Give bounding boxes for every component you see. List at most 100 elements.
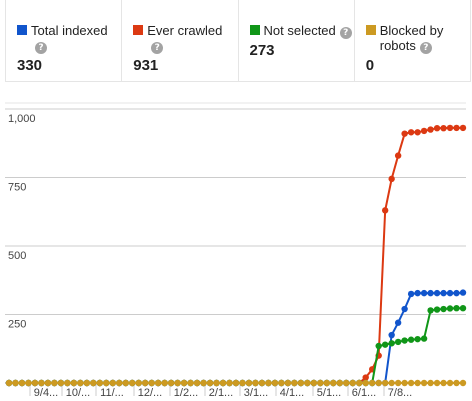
- data-point: [401, 337, 408, 344]
- data-point: [38, 379, 45, 387]
- data-point: [381, 379, 389, 387]
- data-point: [44, 379, 52, 387]
- data-point: [271, 379, 279, 387]
- x-tick-label: 4/1...: [280, 387, 304, 399]
- data-point: [187, 379, 194, 387]
- swatch-not-selected: [249, 25, 260, 35]
- data-point: [394, 338, 402, 346]
- data-point: [414, 379, 421, 387]
- data-point: [174, 379, 181, 387]
- data-point: [161, 379, 168, 387]
- legend-total-indexed[interactable]: Total indexed? 330: [6, 0, 123, 81]
- data-point: [116, 379, 123, 387]
- data-point: [394, 152, 402, 159]
- data-point: [401, 379, 408, 387]
- help-icon[interactable]: ?: [339, 27, 352, 39]
- data-point: [388, 175, 395, 183]
- data-point: [446, 305, 454, 312]
- data-point: [427, 289, 434, 297]
- data-point: [310, 379, 318, 387]
- data-point: [193, 379, 201, 387]
- data-point: [206, 379, 214, 387]
- data-point: [323, 379, 330, 387]
- x-tick-label: 9/4...: [34, 387, 58, 399]
- data-point: [362, 379, 369, 387]
- data-point: [459, 379, 467, 387]
- data-point: [252, 379, 259, 387]
- data-point: [381, 207, 389, 214]
- data-point: [407, 290, 415, 298]
- data-point: [278, 379, 285, 387]
- data-point: [407, 336, 415, 343]
- data-point: [103, 379, 110, 387]
- data-point: [420, 127, 428, 135]
- data-point: [427, 307, 434, 314]
- data-point: [388, 379, 395, 387]
- help-icon[interactable]: ?: [35, 42, 47, 54]
- data-point: [420, 335, 428, 342]
- data-point: [122, 379, 129, 387]
- swatch-ever-crawled: [133, 25, 144, 35]
- data-point: [433, 306, 441, 313]
- x-tick-label: 6/1...: [352, 387, 376, 399]
- x-tick-label: 7/8...: [388, 387, 412, 399]
- data-point: [401, 130, 408, 137]
- data-point: [375, 342, 382, 350]
- data-point: [304, 379, 311, 387]
- data-point: [381, 341, 389, 348]
- data-point: [369, 379, 376, 387]
- data-point: [70, 379, 78, 387]
- data-point: [18, 379, 26, 387]
- data-point: [31, 379, 39, 387]
- legend-not-selected[interactable]: Not selected? 273: [239, 0, 355, 81]
- data-point: [142, 379, 149, 387]
- data-point: [51, 379, 58, 387]
- data-point: [226, 379, 233, 387]
- legend-ever-crawled[interactable]: Ever crawled? 931: [122, 0, 239, 81]
- data-point: [96, 379, 104, 387]
- data-point: [77, 379, 84, 387]
- data-point: [336, 379, 343, 387]
- data-point: [265, 379, 272, 387]
- x-tick-label: 1/2...: [174, 387, 198, 399]
- y-tick-label: 500: [8, 250, 26, 262]
- data-point: [12, 379, 19, 387]
- legend-value: 931: [133, 57, 159, 74]
- data-point: [414, 129, 421, 136]
- data-point: [459, 124, 467, 132]
- data-point: [388, 331, 395, 339]
- data-point: [180, 379, 188, 387]
- y-tick-label: 1,000: [8, 113, 36, 125]
- data-point: [453, 379, 460, 387]
- legend-blocked-by-robots[interactable]: Blocked by robots? 0: [355, 0, 470, 81]
- swatch-total-indexed: [17, 25, 27, 35]
- data-point: [148, 379, 155, 387]
- chart-area: 1,000 750 500 250 9/4... 10/... 11/... 12/... 1/…: [0, 96, 472, 401]
- data-point: [440, 379, 447, 387]
- data-point: [407, 379, 415, 387]
- data-point: [200, 379, 207, 387]
- legend: Total indexed? 330 Ever crawled? 931 Not…: [5, 0, 471, 82]
- legend-label: Blocked by robots: [379, 23, 444, 53]
- data-point: [459, 304, 467, 312]
- data-point: [284, 379, 292, 387]
- help-icon[interactable]: ?: [419, 42, 432, 54]
- data-point: [453, 304, 460, 312]
- data-point: [349, 379, 356, 387]
- data-point: [446, 124, 454, 132]
- data-point: [433, 289, 441, 297]
- help-icon[interactable]: ?: [151, 42, 164, 54]
- data-point: [245, 379, 253, 387]
- data-point: [440, 289, 447, 297]
- x-tick-label: 2/1...: [209, 387, 233, 399]
- data-point: [258, 379, 266, 387]
- data-point: [446, 289, 454, 297]
- data-point: [388, 340, 395, 347]
- data-point: [433, 379, 441, 387]
- x-tick-label: 3/1...: [244, 387, 268, 399]
- data-point: [446, 379, 454, 387]
- data-point: [343, 379, 350, 387]
- data-point: [317, 379, 324, 387]
- data-point: [356, 379, 363, 387]
- data-point: [427, 379, 434, 387]
